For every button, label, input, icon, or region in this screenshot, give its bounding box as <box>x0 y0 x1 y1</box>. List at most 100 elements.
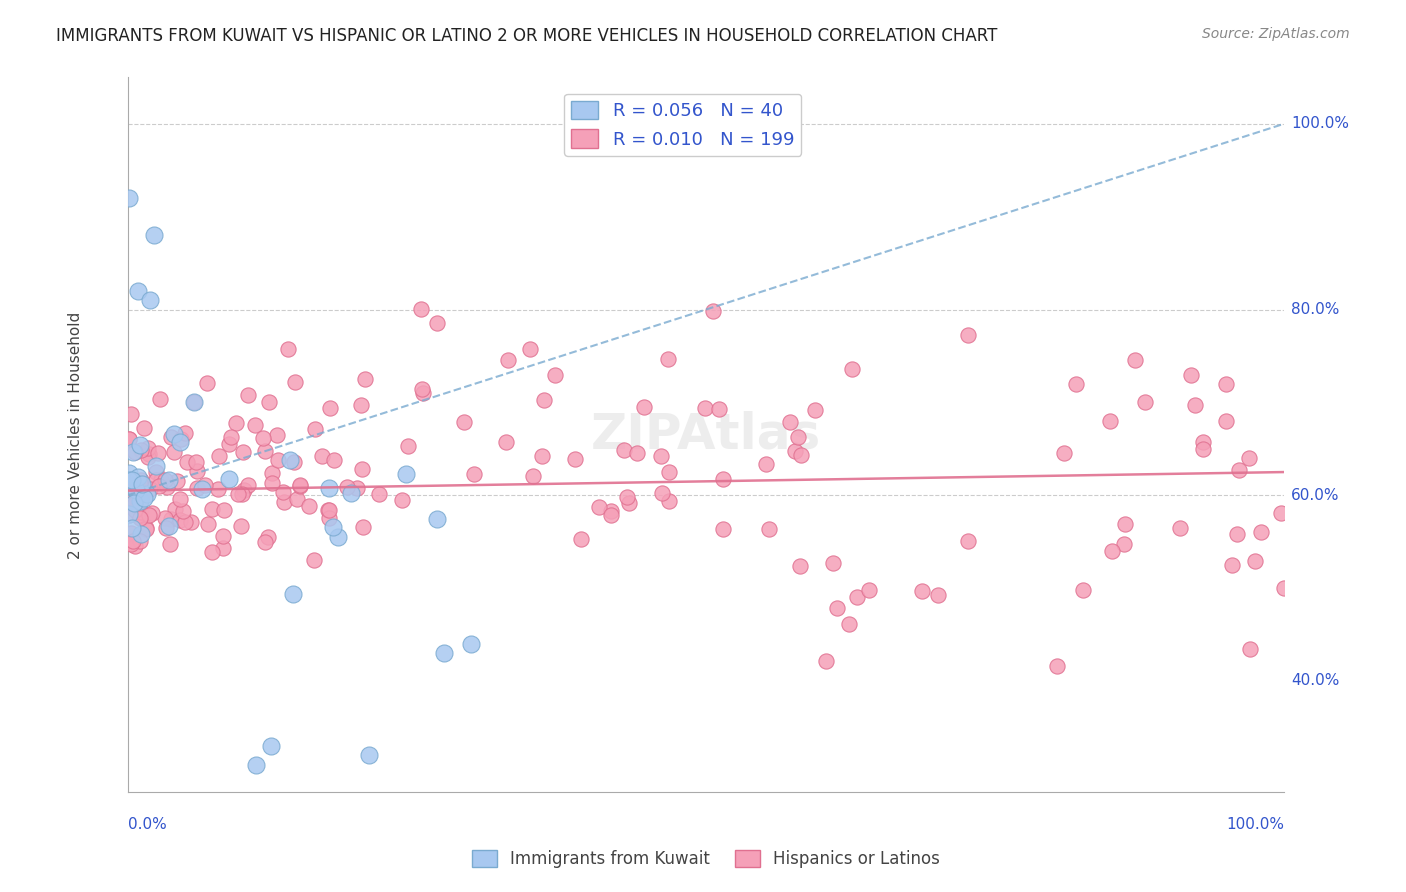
Point <box>599 508 621 522</box>
Point <box>120 481 142 495</box>
Point <box>1133 395 1156 409</box>
Point <box>132 487 155 501</box>
Point <box>1184 398 1206 412</box>
Text: 80.0%: 80.0% <box>1291 302 1339 317</box>
Point <box>120 407 142 421</box>
Point <box>657 352 679 367</box>
Point <box>346 481 368 495</box>
Point <box>284 375 307 389</box>
Point <box>616 490 638 504</box>
Point <box>288 479 311 493</box>
Point <box>128 494 150 508</box>
Point <box>409 301 432 316</box>
Point <box>956 327 979 342</box>
Point <box>426 512 449 526</box>
Point <box>280 453 302 467</box>
Point <box>118 500 141 514</box>
Point <box>316 502 339 516</box>
Point <box>170 433 193 447</box>
Point <box>195 376 218 390</box>
Point <box>1180 368 1202 382</box>
Point <box>118 432 141 446</box>
Point <box>463 467 485 481</box>
Point <box>138 447 160 461</box>
Point <box>159 537 181 551</box>
Point <box>1220 558 1243 572</box>
Point <box>838 616 860 631</box>
Point <box>169 434 191 449</box>
Point <box>1215 414 1237 428</box>
Point <box>226 487 249 501</box>
Point <box>169 513 191 527</box>
Point <box>318 401 340 416</box>
Text: 100.0%: 100.0% <box>1226 817 1284 832</box>
Point <box>1250 525 1272 540</box>
Point <box>153 511 176 525</box>
Point <box>658 494 681 508</box>
Point <box>1064 376 1087 391</box>
Point <box>166 474 188 488</box>
Point <box>186 481 208 495</box>
Point <box>121 521 143 535</box>
Point <box>789 448 811 462</box>
Point <box>134 420 156 434</box>
Point <box>125 483 148 498</box>
Point <box>283 455 305 469</box>
Point <box>411 382 433 396</box>
Point <box>323 453 346 467</box>
Point <box>135 521 157 535</box>
Point <box>288 477 311 491</box>
Point <box>651 486 673 500</box>
Point <box>186 463 208 477</box>
Text: Source: ZipAtlas.com: Source: ZipAtlas.com <box>1202 27 1350 41</box>
Point <box>208 449 231 463</box>
Point <box>169 492 191 507</box>
Point <box>304 421 326 435</box>
Point <box>1071 582 1094 597</box>
Point <box>131 476 153 491</box>
Point <box>118 507 141 521</box>
Point <box>626 446 648 460</box>
Point <box>124 503 146 517</box>
Point <box>779 415 801 429</box>
Point <box>1170 521 1192 535</box>
Point <box>273 494 295 508</box>
Point <box>129 476 152 491</box>
Point <box>118 508 141 522</box>
Point <box>277 342 299 356</box>
Point <box>159 518 181 533</box>
Point <box>129 505 152 519</box>
Point <box>225 416 247 430</box>
Point <box>127 470 149 484</box>
Point <box>453 416 475 430</box>
Point <box>281 587 304 601</box>
Point <box>124 539 146 553</box>
Point <box>1053 446 1076 460</box>
Point <box>232 444 254 458</box>
Point <box>186 455 208 469</box>
Point <box>190 482 212 496</box>
Point <box>201 502 224 516</box>
Point <box>617 496 640 510</box>
Point <box>1114 516 1136 531</box>
Point <box>1099 414 1122 428</box>
Point <box>396 439 419 453</box>
Point <box>194 478 217 492</box>
Point <box>707 402 730 417</box>
Point <box>197 517 219 532</box>
Point <box>229 519 252 533</box>
Point <box>207 482 229 496</box>
Point <box>122 496 145 510</box>
Point <box>702 304 724 318</box>
Point <box>1192 442 1215 456</box>
Point <box>121 474 143 488</box>
Point <box>163 426 186 441</box>
Legend: R = 0.056   N = 40, R = 0.010   N = 199: R = 0.056 N = 40, R = 0.010 N = 199 <box>564 94 801 156</box>
Point <box>1270 506 1292 520</box>
Point <box>825 601 848 615</box>
Point <box>118 473 141 487</box>
Point <box>260 739 283 753</box>
Point <box>141 507 163 521</box>
Point <box>711 522 734 536</box>
Point <box>302 553 325 567</box>
